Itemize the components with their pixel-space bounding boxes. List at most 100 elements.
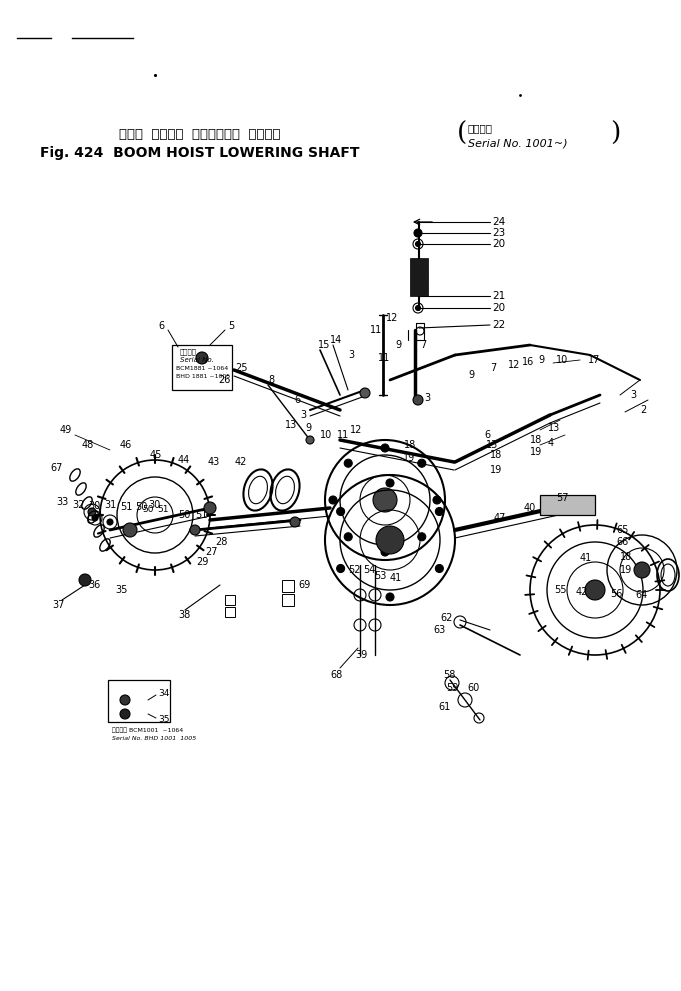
Text: 16: 16 bbox=[522, 357, 535, 367]
Circle shape bbox=[634, 562, 650, 578]
Text: 30: 30 bbox=[148, 500, 160, 510]
Text: 54: 54 bbox=[363, 565, 375, 575]
Circle shape bbox=[344, 533, 352, 541]
Circle shape bbox=[413, 395, 423, 405]
Circle shape bbox=[414, 229, 422, 237]
Text: 10: 10 bbox=[556, 355, 568, 365]
Text: Fig. 424  BOOM HOIST LOWERING SHAFT: Fig. 424 BOOM HOIST LOWERING SHAFT bbox=[40, 146, 360, 160]
Text: 45: 45 bbox=[150, 450, 162, 460]
Text: 21: 21 bbox=[492, 291, 505, 301]
Bar bbox=[540, 495, 595, 515]
Text: 19: 19 bbox=[620, 565, 632, 575]
Text: 11: 11 bbox=[370, 325, 382, 335]
Text: 25: 25 bbox=[235, 363, 247, 373]
Circle shape bbox=[204, 502, 216, 514]
Text: BCM1881 ~1064: BCM1881 ~1064 bbox=[176, 366, 228, 371]
Circle shape bbox=[433, 496, 441, 504]
Circle shape bbox=[585, 580, 605, 600]
Circle shape bbox=[376, 526, 404, 554]
Text: ブーム  ホイスト  ロワーリング  シャフト: ブーム ホイスト ロワーリング シャフト bbox=[119, 129, 281, 142]
Text: Serial No. BHD 1001  1005: Serial No. BHD 1001 1005 bbox=[112, 735, 196, 740]
Text: 15: 15 bbox=[318, 340, 330, 350]
Text: 65: 65 bbox=[616, 525, 629, 535]
Text: 14: 14 bbox=[330, 335, 343, 345]
Text: 18: 18 bbox=[404, 440, 416, 450]
Text: 33: 33 bbox=[56, 497, 68, 507]
Circle shape bbox=[360, 388, 370, 398]
Circle shape bbox=[373, 488, 397, 512]
Circle shape bbox=[417, 459, 426, 467]
Text: 24: 24 bbox=[492, 217, 505, 227]
Circle shape bbox=[107, 519, 113, 525]
Text: 13: 13 bbox=[486, 440, 498, 450]
Text: 3: 3 bbox=[348, 350, 354, 360]
Text: 67: 67 bbox=[50, 463, 63, 473]
Text: 18: 18 bbox=[490, 450, 503, 460]
Text: 44: 44 bbox=[178, 455, 190, 465]
Text: 6: 6 bbox=[158, 321, 164, 331]
Text: 59: 59 bbox=[446, 683, 458, 693]
Text: 68: 68 bbox=[330, 670, 343, 680]
Text: 11: 11 bbox=[337, 430, 349, 440]
Text: 12: 12 bbox=[508, 360, 520, 370]
Circle shape bbox=[381, 548, 389, 556]
Text: 66: 66 bbox=[616, 537, 629, 547]
Circle shape bbox=[435, 565, 443, 573]
Text: 22: 22 bbox=[492, 320, 505, 330]
Text: 26: 26 bbox=[218, 375, 230, 385]
Text: 12: 12 bbox=[350, 425, 362, 435]
Text: 6: 6 bbox=[484, 430, 490, 440]
Text: 13: 13 bbox=[548, 423, 560, 433]
Text: 8: 8 bbox=[268, 375, 274, 385]
Circle shape bbox=[344, 459, 352, 467]
Text: 39: 39 bbox=[355, 650, 367, 660]
Text: 35: 35 bbox=[158, 716, 170, 724]
Text: 18: 18 bbox=[620, 552, 632, 562]
Text: 69: 69 bbox=[298, 580, 311, 590]
Circle shape bbox=[415, 242, 420, 247]
Text: 64: 64 bbox=[635, 590, 647, 600]
Circle shape bbox=[120, 695, 130, 705]
Text: 51: 51 bbox=[120, 502, 132, 512]
Text: 46: 46 bbox=[120, 440, 132, 450]
Text: 51: 51 bbox=[157, 505, 168, 514]
Text: 18: 18 bbox=[530, 435, 542, 445]
Circle shape bbox=[290, 517, 300, 527]
Text: 35: 35 bbox=[115, 585, 127, 595]
Text: 適用号機: 適用号機 bbox=[180, 349, 197, 356]
Circle shape bbox=[120, 709, 130, 719]
Text: 3: 3 bbox=[300, 410, 306, 420]
Text: 20: 20 bbox=[492, 303, 505, 313]
Text: 30: 30 bbox=[88, 501, 100, 511]
Text: 50: 50 bbox=[142, 505, 153, 514]
Bar bbox=[282, 580, 294, 592]
Text: 50: 50 bbox=[178, 510, 191, 520]
Text: 37: 37 bbox=[52, 600, 65, 610]
Text: 53: 53 bbox=[374, 571, 386, 581]
Text: 13: 13 bbox=[285, 420, 297, 430]
Text: 43: 43 bbox=[208, 457, 220, 467]
Circle shape bbox=[435, 507, 443, 515]
Text: 60: 60 bbox=[467, 683, 479, 693]
Text: 4: 4 bbox=[548, 438, 554, 448]
Text: 5: 5 bbox=[228, 321, 234, 331]
Text: ): ) bbox=[609, 121, 620, 146]
Text: 62: 62 bbox=[440, 613, 452, 623]
Text: 20: 20 bbox=[492, 239, 505, 249]
Text: 9: 9 bbox=[305, 423, 311, 433]
Circle shape bbox=[386, 479, 394, 487]
Text: 38: 38 bbox=[178, 610, 190, 620]
Circle shape bbox=[381, 444, 389, 452]
Text: 61: 61 bbox=[438, 702, 450, 712]
Text: 58: 58 bbox=[443, 670, 456, 680]
Text: 41: 41 bbox=[580, 553, 592, 563]
Bar bbox=[282, 594, 294, 606]
Text: 9: 9 bbox=[538, 355, 544, 365]
Text: 11: 11 bbox=[378, 353, 390, 363]
Text: 3: 3 bbox=[630, 390, 636, 400]
Text: 28: 28 bbox=[215, 537, 227, 547]
Circle shape bbox=[415, 305, 420, 310]
Text: 48: 48 bbox=[82, 440, 94, 450]
Text: 9: 9 bbox=[468, 370, 474, 380]
Text: 適用号機 BCM1001  ~1064: 適用号機 BCM1001 ~1064 bbox=[112, 727, 183, 732]
